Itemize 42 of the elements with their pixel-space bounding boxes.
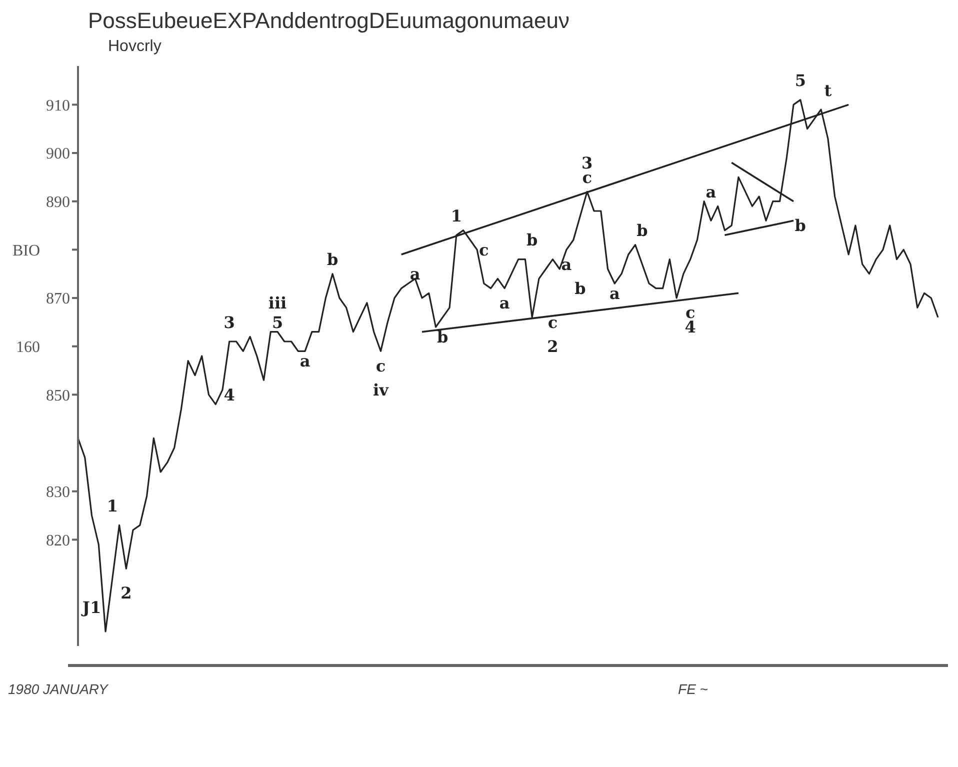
- annotation: t: [824, 80, 832, 100]
- annotation: a: [706, 182, 716, 202]
- annotation: 4: [224, 385, 235, 404]
- annotation: 2: [120, 584, 132, 603]
- annotation: b: [794, 216, 806, 236]
- line-series: [77, 99, 939, 632]
- text: FE ~: [678, 681, 708, 697]
- annotation: J1: [80, 598, 102, 618]
- annotation: a: [499, 294, 510, 313]
- annotation: iv: [373, 380, 390, 400]
- chart-subtitle: Hovcrly: [108, 38, 162, 56]
- text: 1980 JANUARY: [8, 681, 108, 697]
- y-tick-label: 820: [46, 532, 70, 550]
- y-tick-label: 830: [46, 484, 70, 502]
- y-tick-label: 890: [46, 194, 70, 212]
- annotation: b: [636, 221, 648, 240]
- annotation: a: [410, 264, 420, 284]
- annotation: 5: [272, 312, 284, 332]
- annotation: 5: [794, 71, 806, 90]
- y-tick-label: 910: [46, 97, 70, 114]
- chart-title: PossEubeueEXPAnddentrogDEuumagonumaeuν: [88, 8, 570, 34]
- annotation: 1: [106, 496, 118, 516]
- annotation: a: [609, 284, 620, 303]
- annotation: b: [526, 230, 538, 250]
- annotation: 1: [450, 206, 462, 226]
- annotation: c: [479, 240, 490, 260]
- y-tick-label: 870: [46, 290, 70, 308]
- annotation: b: [326, 250, 338, 270]
- annotation: c: [548, 312, 558, 332]
- text: 160: [16, 339, 40, 356]
- text: BIO: [12, 242, 40, 260]
- annotation: iii: [268, 294, 287, 313]
- annotation: a: [561, 254, 572, 274]
- annotation: 4: [684, 318, 696, 337]
- y-tick-label: 900: [46, 146, 70, 163]
- annotation: b: [437, 327, 448, 346]
- annotation: c: [376, 356, 386, 376]
- annotation: a: [300, 352, 310, 371]
- annotation: b: [574, 279, 586, 298]
- annotation: 3: [224, 312, 235, 332]
- y-tick-label: 850: [46, 387, 70, 404]
- annotation: 2: [547, 337, 558, 356]
